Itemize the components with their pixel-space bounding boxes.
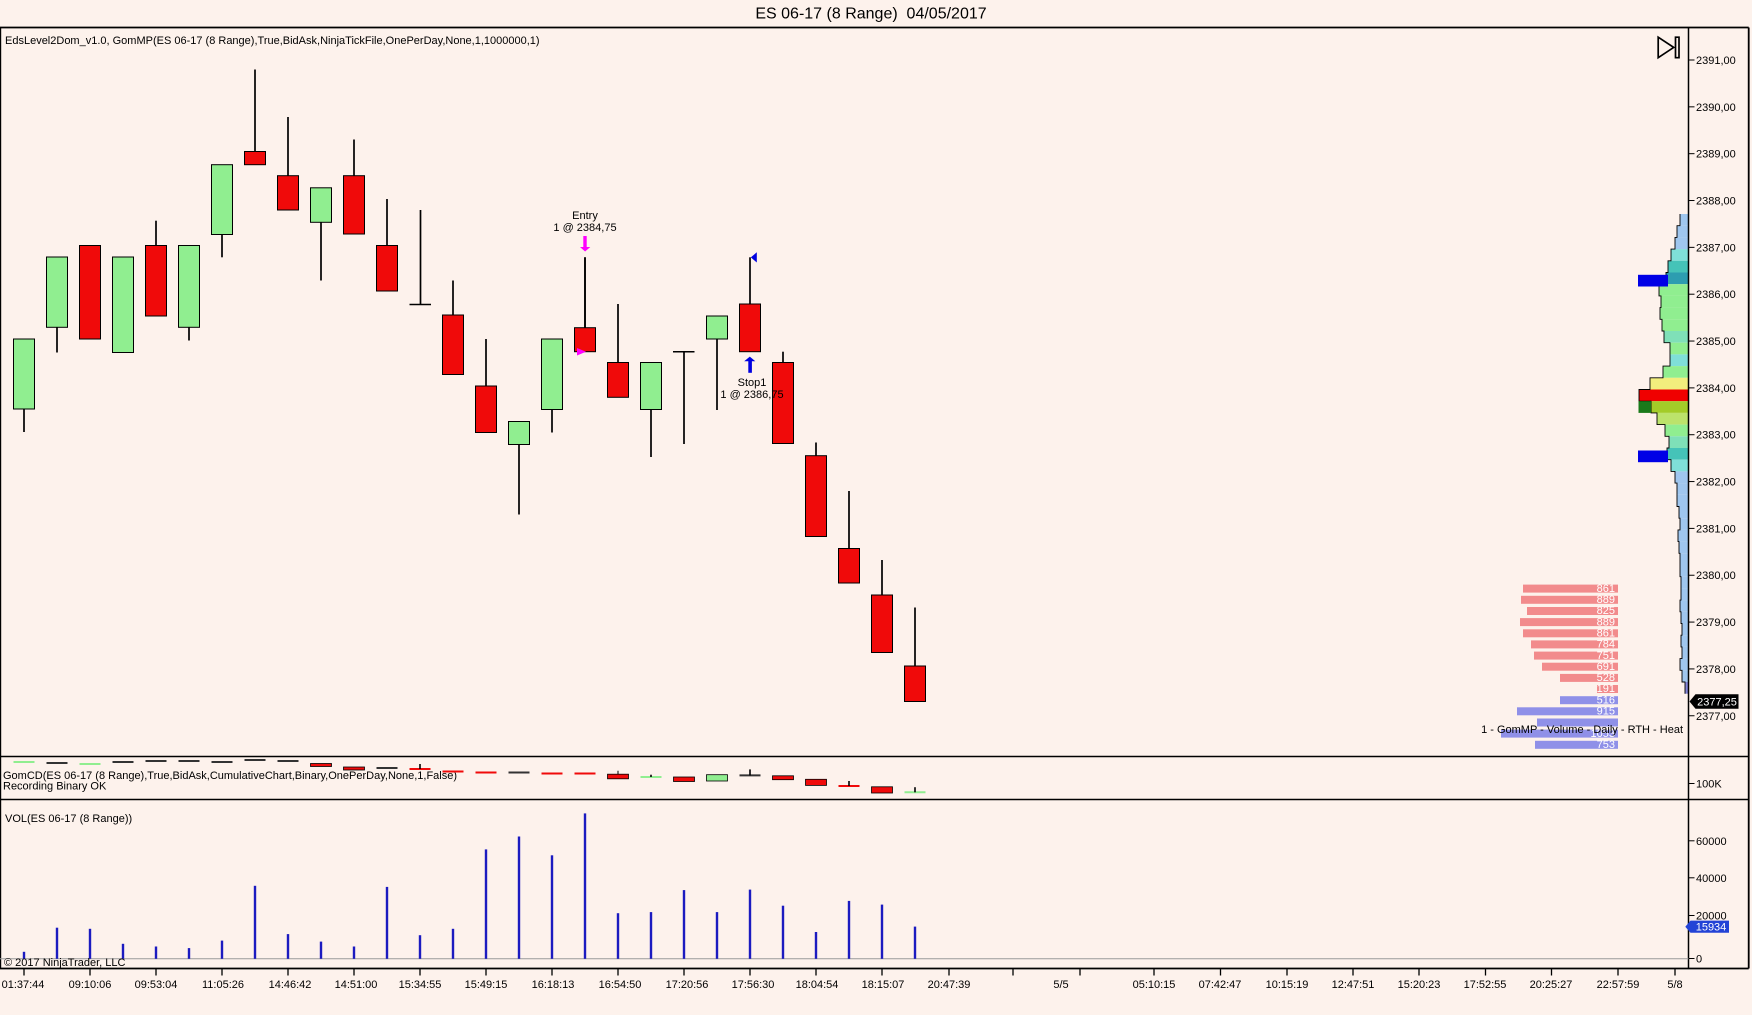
svg-text:2384,00: 2384,00	[1696, 383, 1736, 395]
svg-text:15934: 15934	[1696, 922, 1727, 934]
svg-text:825: 825	[1597, 605, 1615, 617]
svg-text:14:46:42: 14:46:42	[269, 979, 312, 991]
svg-text:2387,00: 2387,00	[1696, 242, 1736, 254]
svg-text:15:49:15: 15:49:15	[465, 979, 508, 991]
svg-text:2382,00: 2382,00	[1696, 477, 1736, 489]
svg-text:20:47:39: 20:47:39	[928, 979, 971, 991]
svg-text:2379,00: 2379,00	[1696, 617, 1736, 629]
svg-text:17:52:55: 17:52:55	[1464, 979, 1507, 991]
svg-text:16:54:50: 16:54:50	[599, 979, 642, 991]
svg-text:191: 191	[1597, 683, 1615, 695]
svg-text:5/5: 5/5	[1053, 979, 1068, 991]
svg-text:18:04:54: 18:04:54	[796, 979, 839, 991]
svg-text:784: 784	[1597, 639, 1615, 651]
svg-text:2390,00: 2390,00	[1696, 102, 1736, 114]
svg-text:1 @ 2386,75: 1 @ 2386,75	[720, 389, 783, 401]
svg-text:05:10:15: 05:10:15	[1133, 979, 1176, 991]
svg-text:Stop1: Stop1	[738, 377, 767, 389]
svg-text:100K: 100K	[1696, 779, 1722, 791]
svg-text:2391,00: 2391,00	[1696, 55, 1736, 67]
svg-text:861: 861	[1597, 628, 1615, 640]
svg-text:09:53:04: 09:53:04	[135, 979, 178, 991]
svg-text:40000: 40000	[1696, 873, 1727, 885]
svg-text:07:42:47: 07:42:47	[1199, 979, 1242, 991]
svg-text:2381,00: 2381,00	[1696, 523, 1736, 535]
svg-text:© 2017 NinjaTrader, LLC: © 2017 NinjaTrader, LLC	[4, 957, 125, 969]
svg-text:17:20:56: 17:20:56	[666, 979, 709, 991]
svg-text:2385,00: 2385,00	[1696, 336, 1736, 348]
svg-text:17:56:30: 17:56:30	[732, 979, 775, 991]
svg-text:EdsLevel2Dom_v1.0, GomMP(ES 06: EdsLevel2Dom_v1.0, GomMP(ES 06-17 (8 Ran…	[5, 35, 540, 47]
svg-text:753: 753	[1597, 739, 1615, 751]
svg-text:VOL(ES 06-17 (8 Range)): VOL(ES 06-17 (8 Range))	[5, 813, 132, 825]
svg-text:Entry: Entry	[572, 210, 598, 222]
svg-text:2378,00: 2378,00	[1696, 664, 1736, 676]
svg-text:2380,00: 2380,00	[1696, 570, 1736, 582]
svg-text:1 @ 2384,75: 1 @ 2384,75	[553, 222, 616, 234]
svg-text:09:10:06: 09:10:06	[69, 979, 112, 991]
svg-text:10:15:19: 10:15:19	[1266, 979, 1309, 991]
svg-text:15:20:23: 15:20:23	[1398, 979, 1441, 991]
svg-text:889: 889	[1597, 594, 1615, 606]
svg-text:889: 889	[1597, 616, 1615, 628]
svg-text:20:25:27: 20:25:27	[1530, 979, 1573, 991]
svg-text:861: 861	[1597, 583, 1615, 595]
svg-text:15:34:55: 15:34:55	[399, 979, 442, 991]
svg-text:ES 06-17 (8 Range) 04/05/2017: ES 06-17 (8 Range) 04/05/2017	[755, 6, 986, 23]
svg-text:2383,00: 2383,00	[1696, 430, 1736, 442]
svg-text:22:57:59: 22:57:59	[1597, 979, 1640, 991]
svg-text:60000: 60000	[1696, 836, 1727, 848]
svg-text:01:37:44: 01:37:44	[2, 979, 45, 991]
svg-text:Recording Binary OK: Recording Binary OK	[3, 781, 107, 793]
svg-text:2388,00: 2388,00	[1696, 196, 1736, 208]
svg-text:GomCD(ES 06-17 (8 Range),True,: GomCD(ES 06-17 (8 Range),True,BidAsk,Cum…	[3, 770, 457, 782]
svg-text:528: 528	[1597, 672, 1615, 684]
svg-text:11:05:26: 11:05:26	[202, 979, 244, 991]
svg-text:516: 516	[1597, 694, 1615, 706]
svg-text:0: 0	[1696, 954, 1702, 966]
svg-text:16:18:13: 16:18:13	[532, 979, 575, 991]
svg-text:20000: 20000	[1696, 911, 1727, 923]
svg-text:691: 691	[1597, 661, 1615, 673]
svg-text:2377,00: 2377,00	[1696, 711, 1736, 723]
svg-text:5/8: 5/8	[1667, 979, 1682, 991]
svg-text:12:47:51: 12:47:51	[1332, 979, 1375, 991]
svg-text:2377,25: 2377,25	[1697, 697, 1737, 709]
svg-text:1053: 1053	[1591, 728, 1615, 740]
svg-text:1 - GomMP - Volume - Daily - R: 1 - GomMP - Volume - Daily - RTH - Heat	[1481, 724, 1683, 736]
svg-text:2389,00: 2389,00	[1696, 149, 1736, 161]
svg-text:751: 751	[1597, 650, 1615, 662]
svg-text:14:51:00: 14:51:00	[335, 979, 378, 991]
svg-text:915: 915	[1597, 706, 1615, 718]
svg-text:2386,00: 2386,00	[1696, 289, 1736, 301]
svg-text:18:15:07: 18:15:07	[862, 979, 905, 991]
